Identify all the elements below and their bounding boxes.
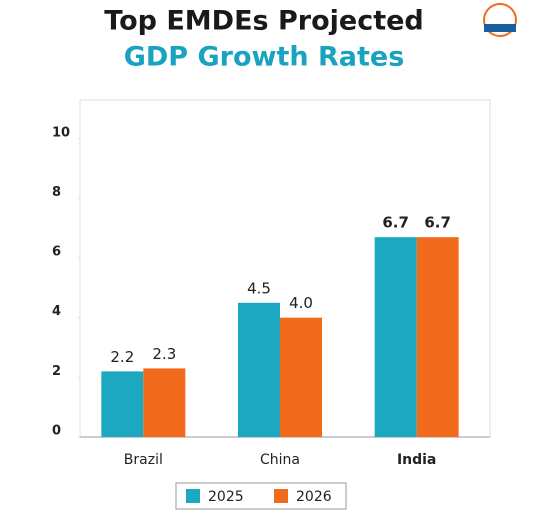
y-tick-label: 6 (52, 245, 61, 260)
bar (280, 317, 322, 437)
x-tick-label: India (397, 452, 436, 468)
chart-subtitle: GDP Growth Rates (124, 42, 405, 73)
data-label: 6.7 (424, 214, 451, 232)
y-tick-label: 0 (52, 424, 61, 439)
y-tick-label: 8 (52, 185, 61, 200)
data-label: 4.0 (289, 294, 313, 312)
bar (238, 302, 280, 437)
data-label: 6.7 (382, 214, 409, 232)
bar (416, 237, 459, 437)
logo-ring (483, 3, 517, 37)
legend-label: 2026 (296, 489, 332, 505)
legend-swatch (186, 489, 200, 503)
y-tick-label: 2 (52, 364, 61, 379)
y-tick-label: 10 (52, 125, 70, 140)
logo-band (484, 24, 516, 32)
bar (143, 368, 186, 437)
y-tick-label: 4 (52, 304, 61, 319)
chart-title: Top EMDEs Projected (104, 6, 424, 37)
legend-swatch (274, 489, 288, 503)
bar (374, 237, 417, 437)
data-label: 2.2 (110, 348, 134, 366)
legend-label: 2025 (208, 489, 244, 505)
bar (101, 371, 144, 437)
logo (483, 3, 517, 37)
data-label: 2.3 (152, 345, 176, 363)
x-tick-label: Brazil (124, 452, 163, 468)
legend-box (175, 482, 347, 510)
data-label: 4.5 (247, 279, 271, 297)
x-tick-label: China (260, 452, 300, 468)
